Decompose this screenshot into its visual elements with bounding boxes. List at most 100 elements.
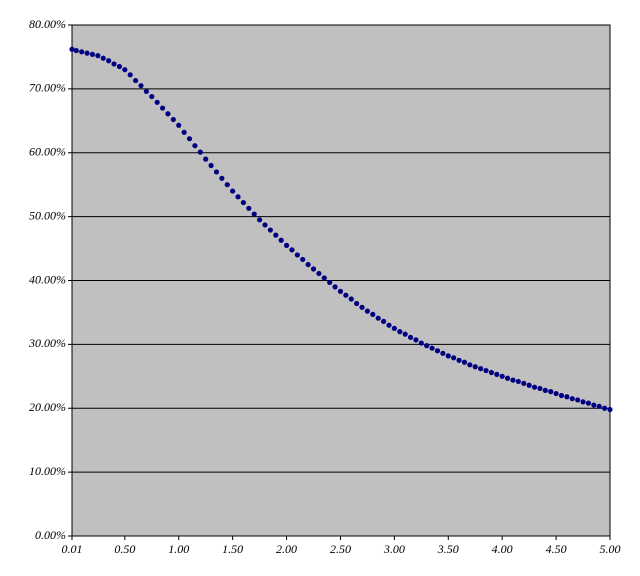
data-point — [391, 325, 397, 332]
data-point — [159, 105, 166, 111]
data-point — [176, 122, 182, 128]
x-tick-label: 4.50 — [546, 542, 567, 556]
data-point — [170, 116, 176, 123]
data-point — [208, 162, 214, 169]
data-point — [558, 392, 565, 399]
data-point — [602, 405, 608, 411]
data-point — [607, 406, 613, 413]
data-point — [267, 227, 273, 233]
y-tick-label: 0.00% — [35, 528, 66, 542]
data-point — [526, 382, 532, 388]
data-point — [461, 359, 468, 365]
y-tick-label: 10.00% — [29, 464, 66, 478]
data-point — [235, 194, 241, 200]
y-tick-label: 40.00% — [29, 272, 66, 286]
data-point — [143, 88, 149, 95]
data-point — [332, 284, 338, 290]
data-point — [521, 380, 527, 386]
data-point — [499, 373, 505, 379]
x-tick-label: 5.00 — [600, 542, 621, 556]
data-point — [370, 311, 376, 317]
data-point — [386, 322, 392, 328]
x-tick-label: 1.50 — [222, 542, 243, 556]
data-point — [100, 55, 106, 61]
data-point — [289, 247, 295, 253]
data-point — [451, 355, 457, 361]
data-point — [596, 403, 602, 409]
data-point — [488, 369, 495, 376]
data-point — [305, 261, 311, 268]
data-point — [542, 387, 548, 393]
data-point — [348, 296, 354, 302]
x-tick-label: 2.00 — [276, 542, 297, 556]
data-point — [418, 340, 424, 346]
data-point — [192, 143, 198, 149]
data-point — [111, 61, 117, 67]
x-tick-label: 3.00 — [383, 542, 405, 556]
data-point — [197, 149, 203, 155]
data-point — [472, 364, 478, 370]
data-point — [483, 367, 489, 374]
data-point — [203, 156, 209, 162]
x-tick-label: 0.50 — [114, 542, 135, 556]
data-point — [224, 182, 230, 188]
data-point — [364, 308, 371, 314]
data-point — [106, 58, 112, 64]
data-point — [397, 329, 403, 335]
data-point — [283, 242, 290, 248]
data-point — [138, 83, 144, 89]
data-point — [89, 51, 96, 57]
data-point — [375, 315, 381, 321]
data-point — [219, 175, 225, 181]
data-point — [116, 63, 123, 70]
data-point — [154, 99, 160, 105]
data-point — [321, 275, 327, 281]
data-point — [424, 343, 430, 349]
data-point — [316, 270, 322, 277]
data-point — [504, 375, 511, 381]
x-tick-label: 3.50 — [437, 542, 459, 556]
data-point — [575, 397, 581, 403]
data-point — [354, 300, 360, 307]
data-point — [79, 49, 85, 55]
data-point — [402, 331, 408, 337]
data-point — [149, 93, 155, 100]
data-point — [380, 318, 387, 324]
data-point — [327, 279, 333, 286]
data-point — [445, 353, 451, 359]
data-point — [310, 266, 317, 272]
data-point — [359, 304, 365, 310]
x-tick-label: 1.00 — [168, 542, 189, 556]
data-point — [165, 111, 171, 117]
data-point — [246, 205, 252, 211]
data-point — [122, 67, 128, 73]
data-point — [510, 377, 516, 383]
data-point — [213, 169, 220, 175]
data-point — [294, 252, 300, 258]
data-point — [133, 77, 139, 84]
data-point — [585, 400, 592, 406]
data-point — [181, 129, 187, 135]
data-point — [456, 357, 462, 363]
data-point — [337, 288, 344, 294]
data-point — [494, 371, 500, 377]
data-point — [343, 292, 349, 298]
data-point — [240, 199, 247, 206]
data-point — [73, 47, 79, 54]
data-point — [569, 396, 575, 402]
data-point — [84, 50, 90, 56]
y-tick-label: 80.00% — [29, 17, 66, 31]
data-point — [553, 390, 559, 397]
data-point — [537, 385, 543, 392]
data-point — [580, 399, 586, 405]
data-point — [531, 384, 538, 390]
data-point — [591, 402, 597, 408]
data-point — [262, 222, 268, 228]
data-point — [69, 46, 75, 52]
y-tick-label: 60.00% — [29, 145, 66, 159]
data-point — [467, 362, 473, 368]
data-point — [278, 237, 284, 243]
data-point — [230, 188, 236, 194]
data-point — [434, 348, 441, 354]
